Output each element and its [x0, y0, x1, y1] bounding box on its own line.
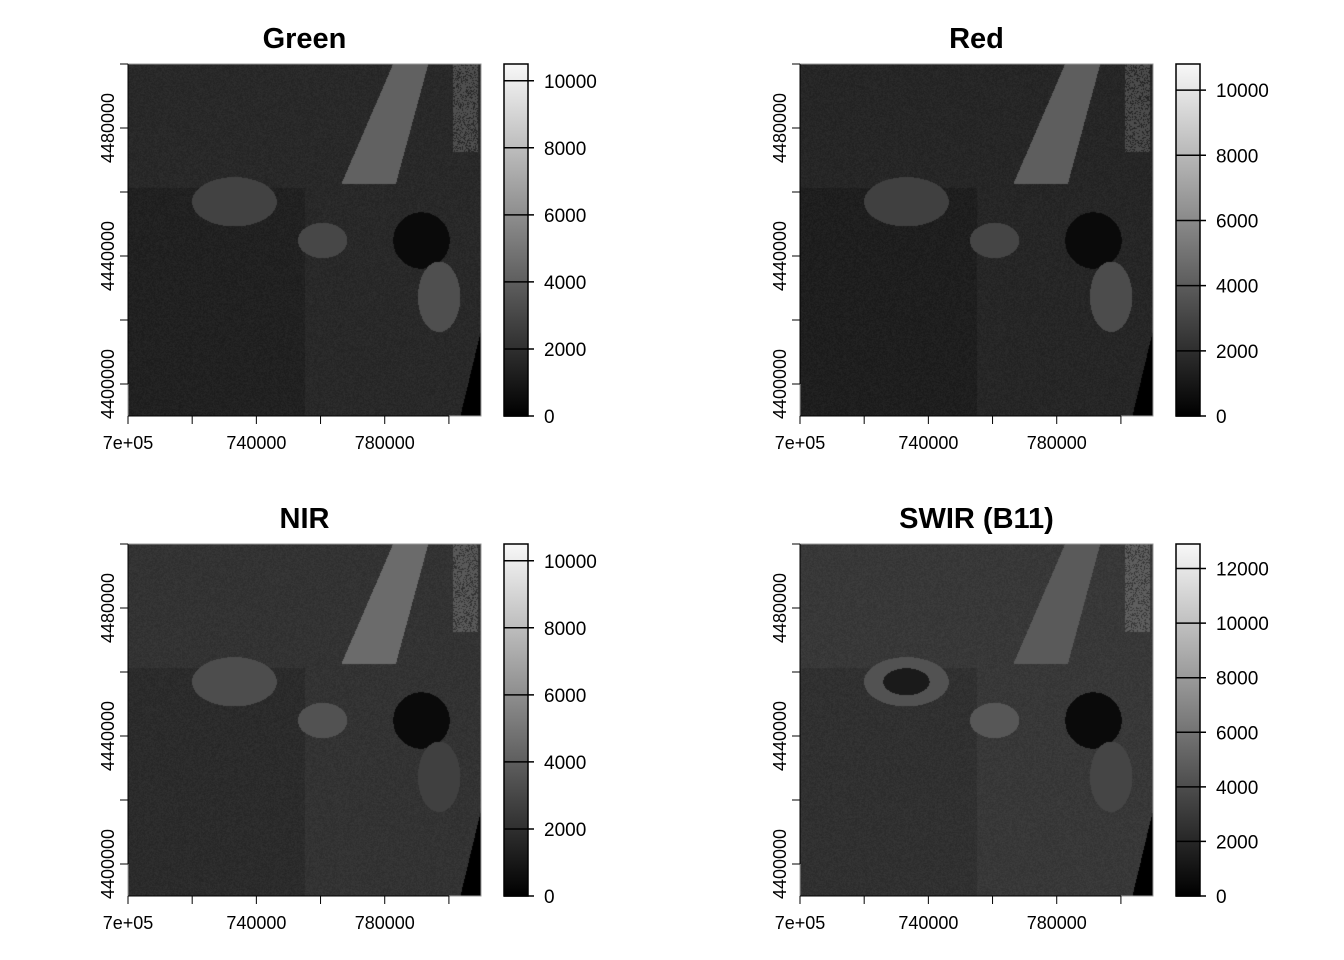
colorbar-tick-label: 0: [544, 887, 555, 908]
x-tick-label: 740000: [898, 433, 958, 453]
colorbar-tick-label: 6000: [1216, 723, 1258, 744]
y-tick-label: 4440000: [770, 701, 790, 771]
colorbar-tick-label: 8000: [1216, 669, 1258, 690]
raster-image: [800, 64, 1153, 416]
colorbar-tick-label: 8000: [544, 619, 586, 640]
colorbar-tick-label: 4000: [1216, 778, 1258, 799]
x-tick-label: 7e+05: [103, 913, 154, 933]
colorbar-tick-label: 2000: [544, 340, 586, 361]
colorbar-tick-label: 2000: [1216, 832, 1258, 853]
x-tick-label: 7e+05: [775, 433, 826, 453]
colorbar-tick-label: 8000: [1216, 146, 1258, 167]
colorbar-tick-label: 4000: [544, 753, 586, 774]
panel-title: Red: [949, 23, 1004, 55]
plot-frame: [127, 543, 482, 897]
panel-title: SWIR (B11): [899, 503, 1054, 535]
x-tick-label: 780000: [355, 913, 415, 933]
colorbar: [1175, 63, 1201, 417]
colorbar: [503, 543, 529, 897]
colorbar-tick-label: 12000: [1216, 560, 1269, 581]
y-tick-label: 4480000: [770, 93, 790, 163]
panel-title: NIR: [280, 503, 330, 535]
panel-title: Green: [263, 23, 347, 55]
panel-green: Green 7e+05 740000 780000 4400000 4440000 4480…: [98, 23, 597, 453]
panel-swir-b11-: SWIR (B11) 7e+05 740000 780000 4400000 444000…: [770, 503, 1269, 933]
colorbar-tick-label: 10000: [544, 552, 597, 573]
plot-frame: [127, 63, 482, 417]
x-tick-label: 740000: [226, 913, 286, 933]
colorbar-tick-label: 2000: [544, 820, 586, 841]
x-tick-label: 780000: [1027, 433, 1087, 453]
plot-frame: [799, 543, 1154, 897]
panel-nir: NIR 7e+05 740000 780000 4400000 4440000 448000…: [98, 503, 597, 933]
x-tick-label: 780000: [355, 433, 415, 453]
colorbar-tick-label: 6000: [544, 686, 586, 707]
y-tick-label: 4480000: [98, 93, 118, 163]
colorbar-tick-label: 10000: [1216, 614, 1269, 635]
y-tick-label: 4440000: [770, 221, 790, 291]
y-tick-label: 4480000: [770, 573, 790, 643]
x-tick-label: 7e+05: [775, 913, 826, 933]
colorbar-tick-label: 4000: [1216, 277, 1258, 298]
raster-image: [800, 544, 1153, 896]
x-tick-label: 7e+05: [103, 433, 154, 453]
y-tick-label: 4440000: [98, 221, 118, 291]
colorbar-tick-label: 2000: [1216, 342, 1258, 363]
colorbar-tick-label: 6000: [1216, 211, 1258, 232]
x-tick-label: 780000: [1027, 913, 1087, 933]
colorbar-tick-label: 0: [1216, 887, 1227, 908]
panel-red: Red 7e+05 740000 780000 4400000 4440000 448000…: [770, 23, 1269, 453]
y-tick-label: 4480000: [98, 573, 118, 643]
colorbar-tick-label: 4000: [544, 273, 586, 294]
raster-image: [128, 64, 481, 416]
colorbar: [503, 63, 529, 417]
x-tick-label: 740000: [226, 433, 286, 453]
colorbar: [1175, 543, 1201, 897]
colorbar-tick-label: 0: [544, 407, 555, 428]
y-tick-label: 4400000: [770, 349, 790, 419]
plot-frame: [799, 63, 1154, 417]
colorbar-tick-label: 0: [1216, 407, 1227, 428]
raster-image: [128, 544, 481, 896]
colorbar-tick-label: 6000: [544, 206, 586, 227]
y-tick-label: 4400000: [98, 829, 118, 899]
y-tick-label: 4400000: [770, 829, 790, 899]
x-tick-label: 740000: [898, 913, 958, 933]
y-tick-label: 4400000: [98, 349, 118, 419]
colorbar-tick-label: 10000: [1216, 81, 1269, 102]
colorbar-tick-label: 10000: [544, 72, 597, 93]
colorbar-tick-label: 8000: [544, 139, 586, 160]
y-tick-label: 4440000: [98, 701, 118, 771]
